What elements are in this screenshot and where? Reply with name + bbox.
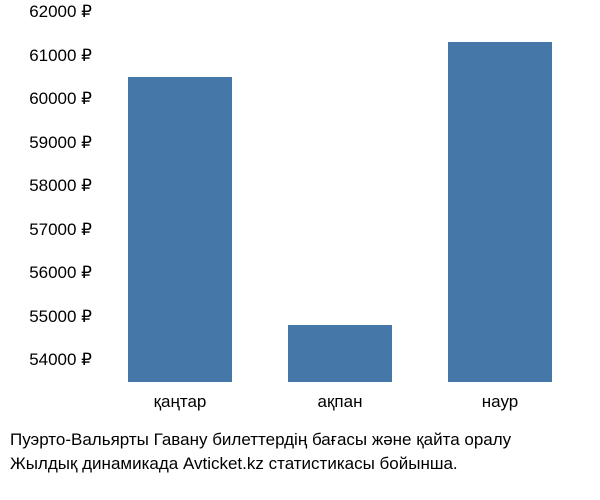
- bar: [128, 77, 232, 382]
- x-tick-label: наур: [482, 382, 518, 412]
- caption-line: Пуэрто-Вальярты Гавану билеттердің бағас…: [10, 428, 511, 452]
- y-tick-label: 56000 ₽: [29, 263, 100, 283]
- chart-caption: Пуэрто-Вальярты Гавану билеттердің бағас…: [10, 428, 511, 476]
- bar: [288, 325, 392, 382]
- y-tick-label: 54000 ₽: [29, 350, 100, 370]
- bar: [448, 42, 552, 382]
- plot-area: 54000 ₽55000 ₽56000 ₽57000 ₽58000 ₽59000…: [100, 12, 580, 382]
- x-tick-label: қаңтар: [154, 382, 207, 412]
- y-tick-label: 55000 ₽: [29, 307, 100, 327]
- x-tick-label: ақпан: [318, 382, 363, 412]
- y-tick-label: 60000 ₽: [29, 89, 100, 109]
- y-tick-label: 57000 ₽: [29, 220, 100, 240]
- y-tick-label: 61000 ₽: [29, 46, 100, 66]
- y-tick-label: 62000 ₽: [29, 2, 100, 22]
- y-tick-label: 59000 ₽: [29, 133, 100, 153]
- caption-line: Жылдық динамикада Avticket.kz статистика…: [10, 452, 511, 476]
- price-chart: 54000 ₽ 55000 ₽ 56000 ₽ 57000 ₽ 58000 ₽ 59000…: [0, 0, 600, 500]
- y-tick-label: 58000 ₽: [29, 176, 100, 196]
